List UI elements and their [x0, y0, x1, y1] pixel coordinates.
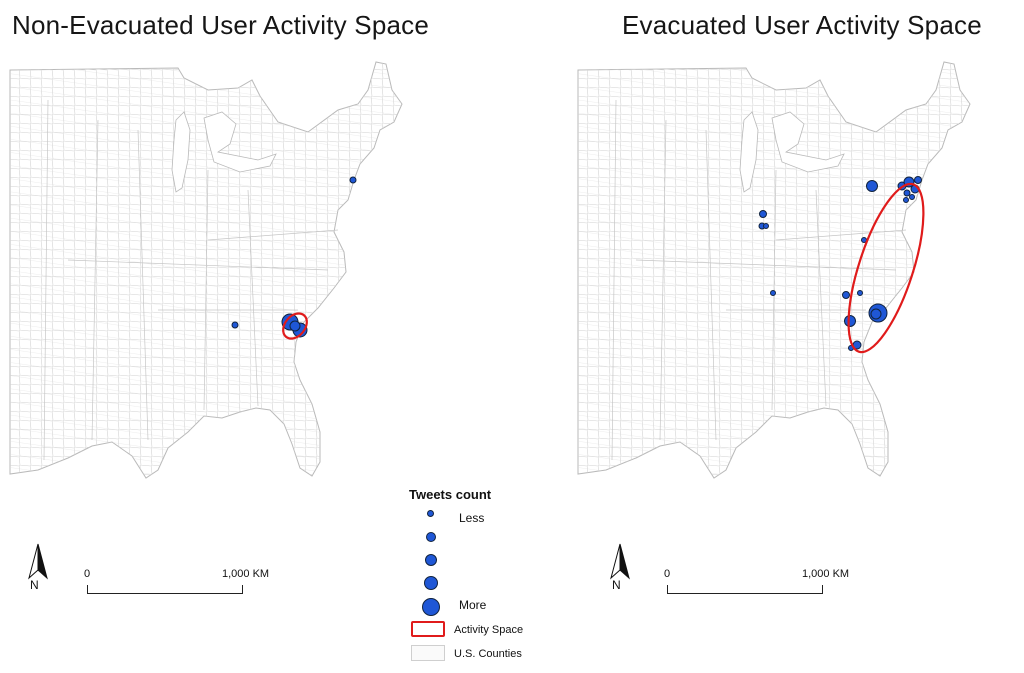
- state-boundaries: [43, 99, 339, 461]
- map-legend: Tweets count Less More Activity Space U.…: [408, 484, 568, 664]
- lake-michigan: [171, 111, 191, 193]
- tweet-point: [231, 321, 239, 329]
- tweet-point: [844, 315, 856, 327]
- tweet-point: [763, 223, 769, 229]
- scale-end-label: 1,000 KM: [802, 568, 850, 580]
- legend-size-2: [426, 532, 436, 542]
- tweet-point: [903, 197, 909, 203]
- tweet-point: [866, 180, 878, 192]
- lake-michigan: [739, 111, 759, 193]
- left-map-title: Non-Evacuated User Activity Space: [12, 10, 430, 40]
- tweet-point: [909, 194, 915, 200]
- legend-size-5: [422, 598, 440, 616]
- scale-start-label: 0: [664, 568, 671, 580]
- north-arrow-icon: [28, 543, 48, 580]
- lake-huron-erie: [203, 111, 277, 173]
- legend-title: Tweets count: [409, 487, 492, 502]
- scale-end-label: 1,000 KM: [222, 568, 270, 580]
- evacuated-map: [577, 61, 971, 479]
- legend-size-1: [427, 510, 434, 517]
- north-arrow-left: N: [27, 542, 49, 592]
- scale-bar-line: [87, 585, 243, 594]
- legend-less-label: Less: [459, 511, 485, 525]
- legend-size-3: [425, 554, 437, 566]
- activity-space-ellipse: [847, 182, 925, 354]
- non-evacuated-map: [9, 61, 403, 479]
- us-counties-layer: [577, 61, 971, 479]
- scale-start-label: 0: [84, 568, 91, 580]
- tweet-point: [770, 290, 776, 296]
- us-counties-layer: [9, 61, 403, 479]
- tweet-points-left: [231, 176, 357, 338]
- north-arrow-icon: [610, 543, 630, 580]
- north-label: N: [612, 578, 621, 592]
- counties-swatch: [411, 645, 445, 661]
- tweet-point: [914, 176, 922, 184]
- legend-size-4: [424, 576, 438, 590]
- tweet-point: [903, 189, 911, 197]
- lake-huron-erie: [771, 111, 845, 173]
- legend-activity-space-label: Activity Space: [454, 624, 524, 636]
- north-label: N: [30, 578, 39, 592]
- activity-space-swatch: [411, 621, 445, 637]
- state-boundaries: [611, 99, 907, 461]
- tweet-point: [289, 320, 301, 332]
- scale-bar-line: [667, 585, 823, 594]
- activity-space-ellipse: [282, 312, 308, 340]
- tweet-points-right: [758, 176, 922, 351]
- tweet-point: [842, 291, 850, 299]
- tweet-point: [349, 176, 357, 184]
- scale-bar-right: 0 1,000 KM: [662, 568, 849, 598]
- tweet-point: [870, 308, 882, 320]
- legend-more-label: More: [459, 598, 487, 612]
- tweet-point: [857, 290, 863, 296]
- legend-counties-label: U.S. Counties: [454, 648, 522, 660]
- tweet-point: [759, 210, 767, 218]
- scale-bar-left: 0 1,000 KM: [82, 568, 269, 598]
- right-map-title: Evacuated User Activity Space: [622, 10, 982, 40]
- north-arrow-right: N: [609, 542, 631, 592]
